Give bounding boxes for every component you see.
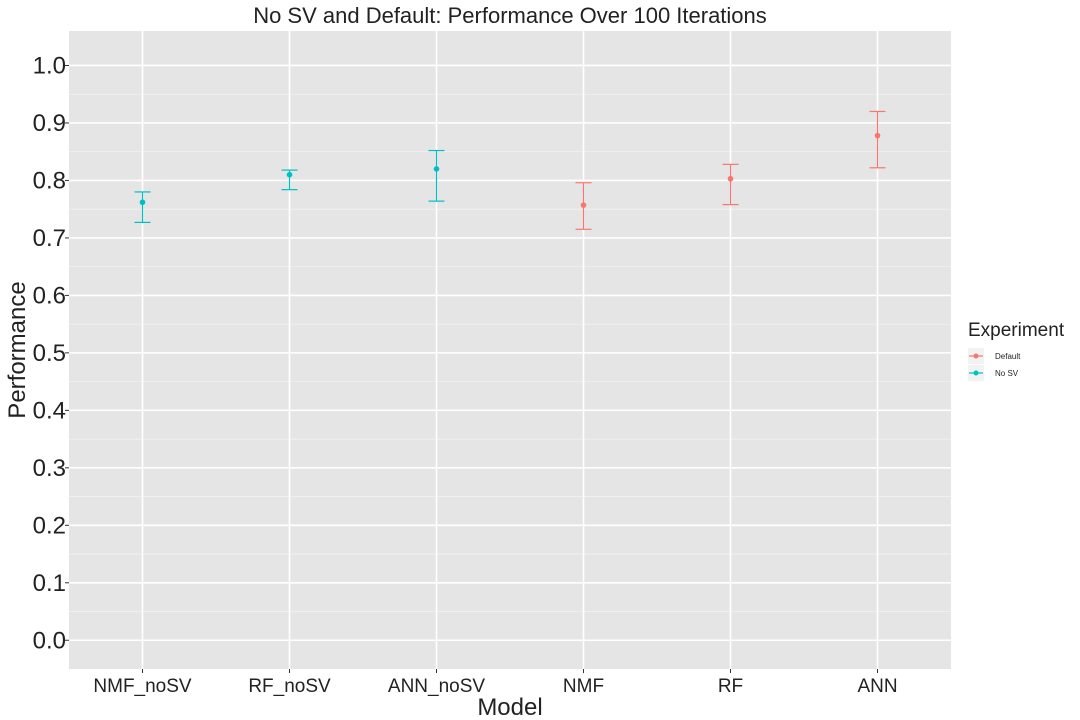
legend: Experiment Default No SV xyxy=(968,320,1065,381)
y-axis-label: Performance xyxy=(4,281,31,418)
y-tick-label: 0.0 xyxy=(33,627,66,654)
y-tick-label: 0.7 xyxy=(33,225,66,252)
y-tick-label: 0.2 xyxy=(33,512,66,539)
x-tick-label: NMF_noSV xyxy=(93,676,192,697)
legend-key-point xyxy=(973,370,979,376)
x-axis-label: Model xyxy=(477,694,542,720)
x-tick-label: NMF xyxy=(563,676,604,697)
errorbar-group xyxy=(134,191,151,223)
legend-label: No SV xyxy=(995,369,1019,378)
legend-key-point xyxy=(973,353,979,359)
legend-title: Experiment xyxy=(968,320,1065,341)
y-tick-label: 1.0 xyxy=(33,52,66,79)
axis-ticks: 0.0 0.1 0.2 0.3 0.4 0.5 0.6 0.7 0.8 0.9 1.0 NMF_noS… xyxy=(33,52,898,697)
data-point xyxy=(433,166,440,172)
chart-title: No SV and Default: Performance Over 100 … xyxy=(253,3,767,28)
legend-item: Default xyxy=(968,348,1021,364)
legend-label: Default xyxy=(995,352,1021,361)
x-tick-label: ANN xyxy=(857,676,897,697)
y-tick-label: 0.6 xyxy=(33,282,66,309)
y-tick-label: 0.1 xyxy=(33,570,66,597)
y-tick-label: 0.4 xyxy=(33,397,66,424)
grid-lines xyxy=(69,31,951,669)
x-tick-label: RF_noSV xyxy=(248,676,331,697)
data-point xyxy=(874,132,881,139)
data-point xyxy=(727,175,734,182)
data-marks xyxy=(134,110,886,230)
data-point xyxy=(139,199,146,206)
data-point xyxy=(580,202,587,208)
plot-panel xyxy=(69,31,951,669)
errorbar-group xyxy=(428,149,445,202)
errorbar-group xyxy=(575,182,592,230)
errorbar-group xyxy=(281,169,298,191)
y-tick-label: 0.9 xyxy=(33,110,66,137)
legend-item: No SV xyxy=(968,365,1019,381)
errorbar-group xyxy=(869,110,886,169)
x-tick-label: RF xyxy=(718,676,743,697)
y-tick-label: 0.5 xyxy=(33,340,66,367)
x-tick-label: ANN_noSV xyxy=(388,676,485,697)
errorbar-group xyxy=(722,163,739,206)
y-tick-label: 0.3 xyxy=(33,455,66,482)
y-tick-label: 0.8 xyxy=(33,167,66,194)
data-point xyxy=(286,171,293,178)
